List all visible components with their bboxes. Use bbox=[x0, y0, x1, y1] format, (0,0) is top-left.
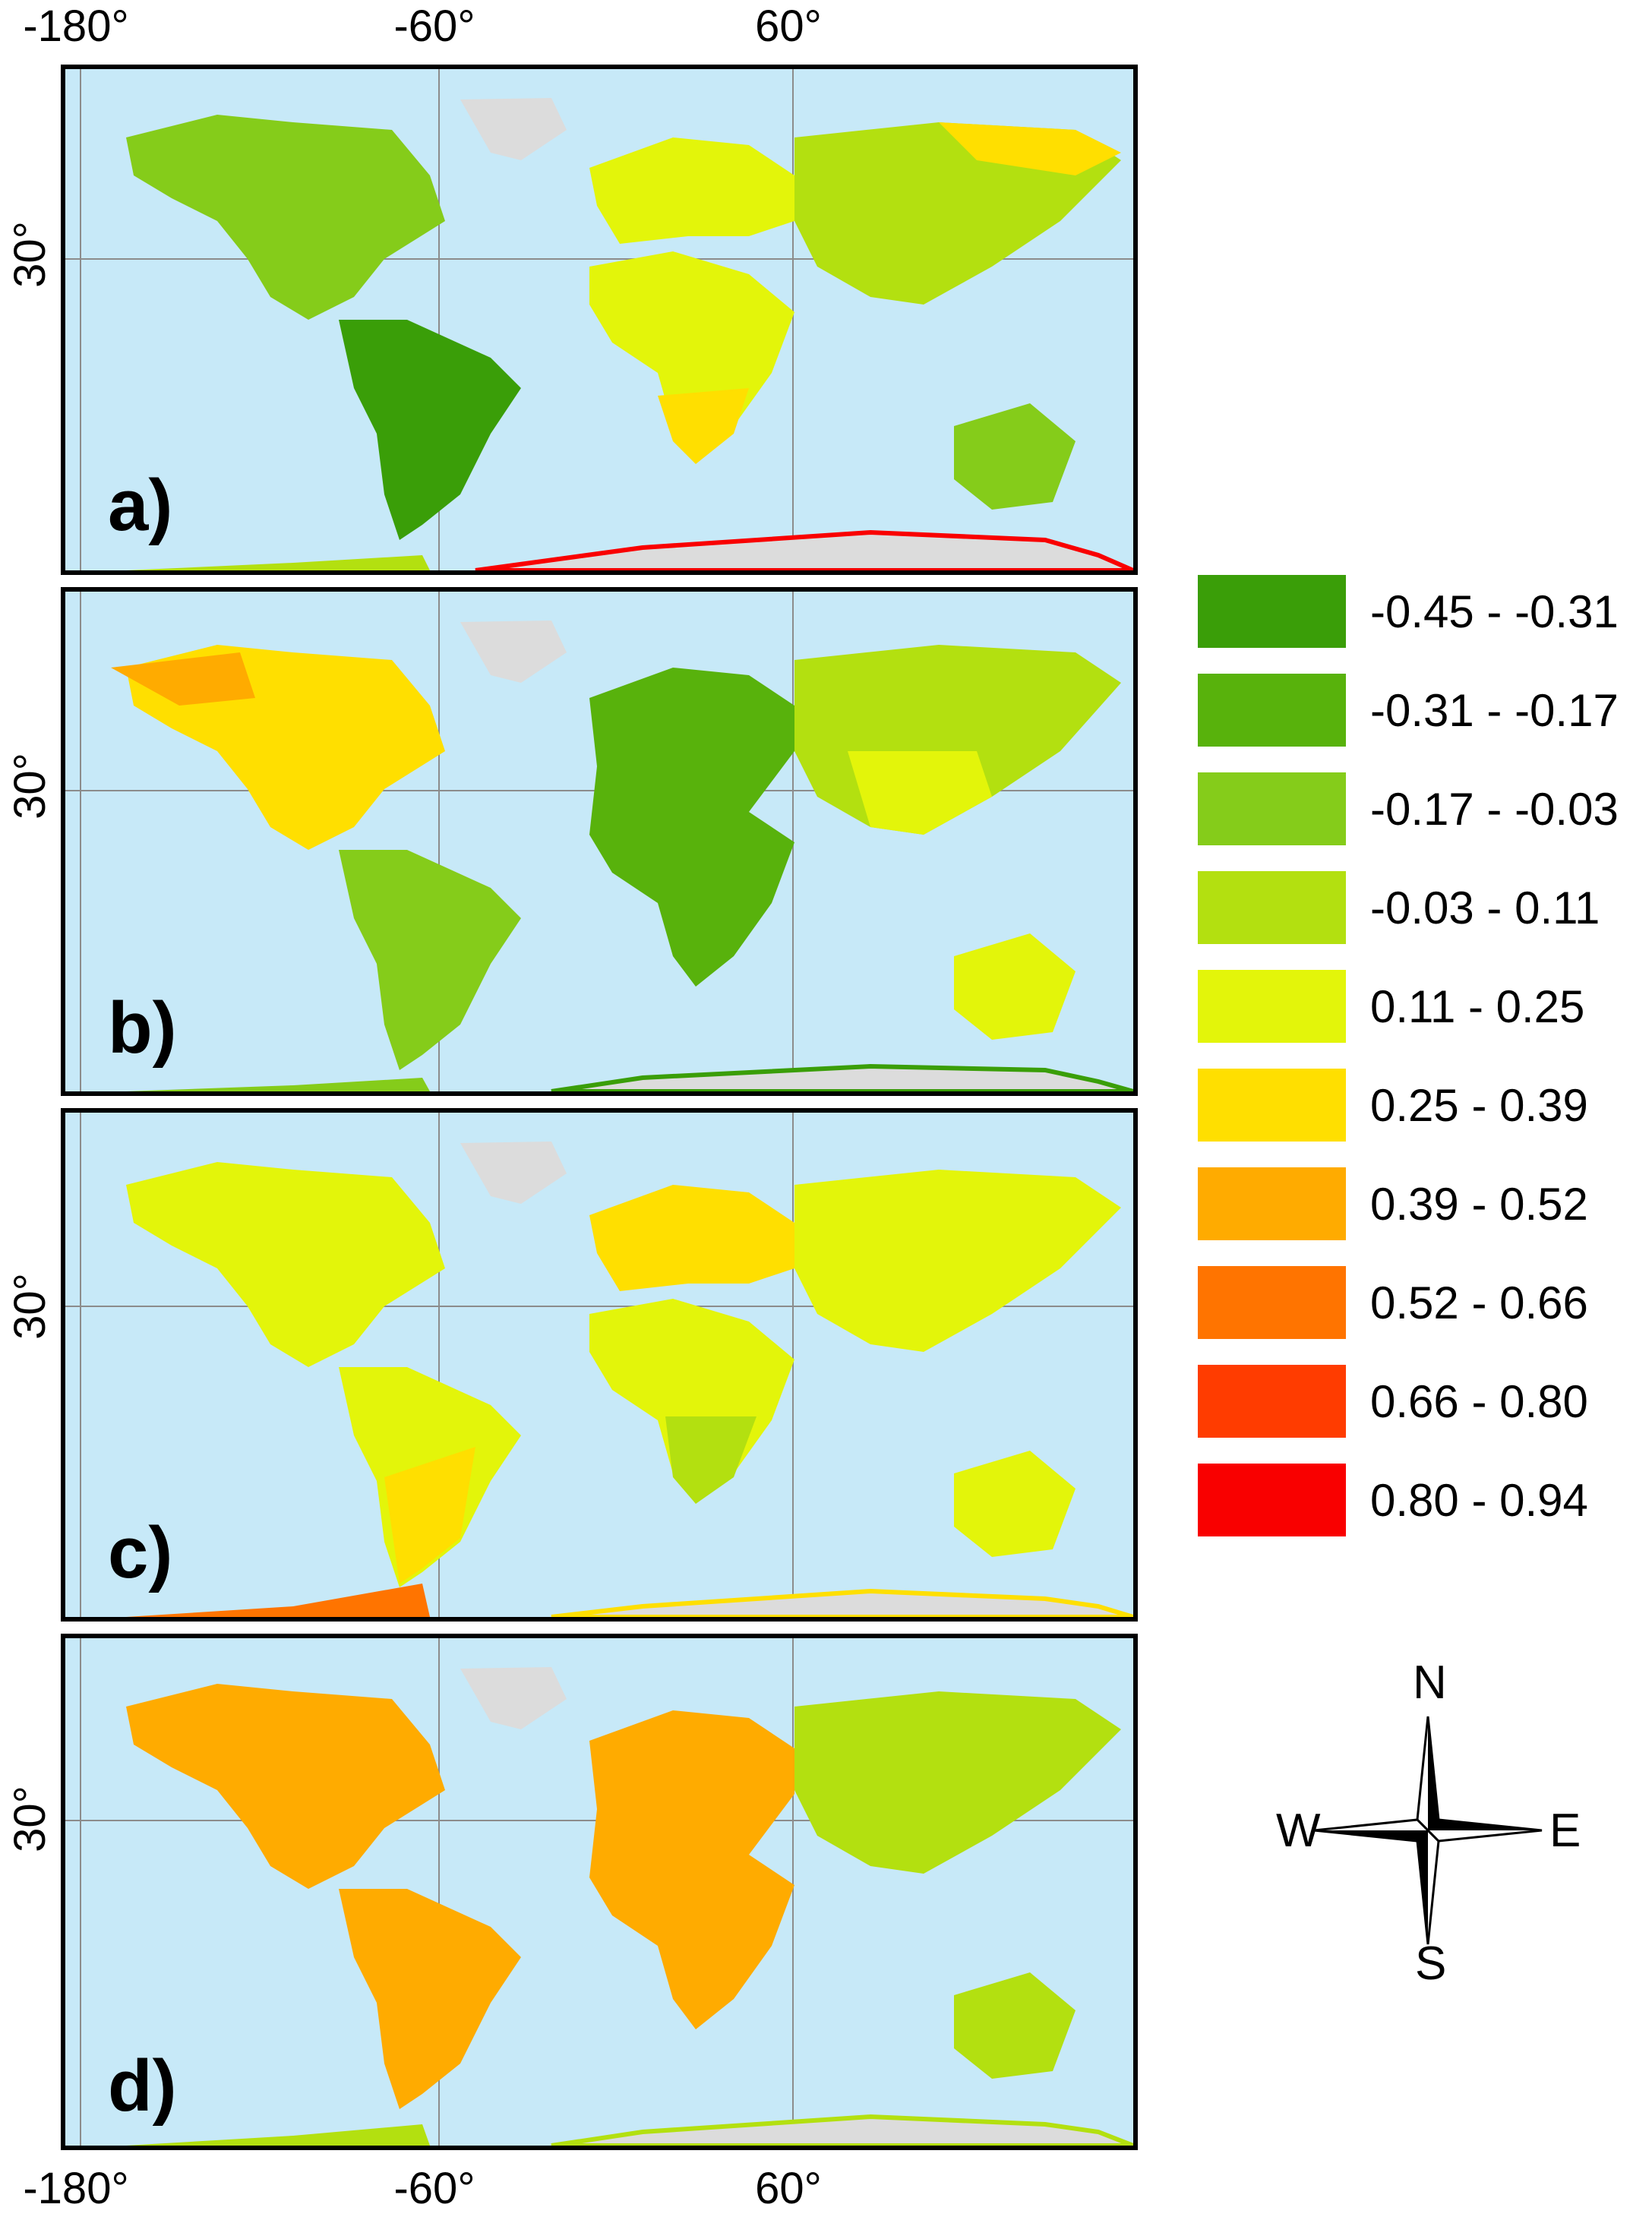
lat-tick-panel-b: 30° bbox=[5, 753, 55, 819]
legend-item: 0.25 - 0.39 bbox=[1198, 1069, 1588, 1142]
greenland bbox=[460, 621, 567, 683]
lat-tick-panel-d: 30° bbox=[5, 1786, 55, 1852]
asia bbox=[794, 1691, 1121, 1874]
north-america bbox=[126, 115, 445, 320]
lat-tick-panel-c: 30° bbox=[5, 1273, 55, 1340]
alaska bbox=[111, 652, 255, 706]
compass-w: W bbox=[1276, 1805, 1321, 1857]
map-panel-d: d) bbox=[61, 1634, 1138, 2150]
legend-swatch bbox=[1198, 1069, 1346, 1142]
map-panel-c: c) bbox=[61, 1108, 1138, 1622]
panel-label: c) bbox=[108, 1512, 173, 1593]
asia bbox=[794, 1170, 1121, 1352]
europe bbox=[589, 137, 794, 244]
legend-item: -0.17 - -0.03 bbox=[1198, 772, 1619, 845]
antarctica-peninsula bbox=[126, 555, 430, 570]
lon-tick-top-60: 60° bbox=[755, 2, 822, 51]
map-panel-a: a) bbox=[61, 65, 1138, 575]
legend-item: 0.80 - 0.94 bbox=[1198, 1464, 1588, 1536]
lon-tick-bottom-minus60: -60° bbox=[393, 2164, 475, 2213]
legend-label: -0.45 - -0.31 bbox=[1370, 586, 1619, 637]
compass-n: N bbox=[1413, 1656, 1447, 1709]
legend-item: 0.11 - 0.25 bbox=[1198, 970, 1584, 1043]
australia bbox=[954, 1972, 1076, 2079]
south-america bbox=[339, 850, 521, 1070]
legend-label: 0.39 - 0.52 bbox=[1370, 1178, 1588, 1230]
europe bbox=[589, 1185, 794, 1291]
south-america bbox=[339, 1889, 521, 2109]
australia bbox=[954, 1451, 1076, 1557]
legend-label: -0.03 - 0.11 bbox=[1370, 882, 1600, 933]
lon-tick-top-minus60: -60° bbox=[393, 2, 475, 51]
antarctica bbox=[551, 1588, 1133, 1617]
europe-africa bbox=[589, 668, 794, 987]
greenland bbox=[460, 98, 567, 160]
legend-label: 0.66 - 0.80 bbox=[1370, 1375, 1588, 1427]
legend-swatch bbox=[1198, 575, 1346, 648]
map-c-svg bbox=[65, 1113, 1133, 1617]
legend-item: 0.52 - 0.66 bbox=[1198, 1266, 1588, 1339]
australia bbox=[954, 403, 1076, 510]
southern-africa bbox=[658, 388, 749, 464]
map-panel-b: b) bbox=[61, 587, 1138, 1096]
europe-africa bbox=[589, 1710, 794, 2029]
legend-swatch bbox=[1198, 772, 1346, 845]
panel-label: a) bbox=[108, 465, 173, 546]
panel-label: d) bbox=[108, 2045, 177, 2127]
map-d-svg bbox=[65, 1638, 1133, 2146]
legend-swatch bbox=[1198, 1167, 1346, 1240]
north-arrow-compass: N S W E bbox=[1276, 1656, 1581, 1990]
legend-label: -0.31 - -0.17 bbox=[1370, 684, 1619, 736]
siberia-east bbox=[939, 122, 1121, 175]
legend-item: 0.66 - 0.80 bbox=[1198, 1365, 1588, 1438]
south-america bbox=[339, 320, 521, 540]
legend-swatch bbox=[1198, 1266, 1346, 1339]
antarctica-peninsula bbox=[126, 2124, 430, 2146]
lon-tick-bottom-minus180: -180° bbox=[23, 2164, 129, 2213]
legend-swatch bbox=[1198, 871, 1346, 944]
legend-item: 0.39 - 0.52 bbox=[1198, 1167, 1588, 1240]
legend-swatch bbox=[1198, 1365, 1346, 1438]
legend-item: -0.31 - -0.17 bbox=[1198, 674, 1619, 747]
legend-item: -0.03 - 0.11 bbox=[1198, 871, 1600, 944]
australia bbox=[954, 933, 1076, 1040]
antarctica bbox=[551, 2114, 1133, 2146]
legend-label: 0.52 - 0.66 bbox=[1370, 1277, 1588, 1328]
legend-label: 0.80 - 0.94 bbox=[1370, 1474, 1588, 1526]
antarctica bbox=[475, 529, 1133, 570]
legend-label: -0.17 - -0.03 bbox=[1370, 783, 1619, 835]
legend-label: 0.25 - 0.39 bbox=[1370, 1079, 1588, 1131]
map-b-svg bbox=[65, 592, 1133, 1091]
antarctica-peninsula bbox=[126, 1078, 430, 1091]
compass-rose-icon bbox=[1313, 1716, 1543, 1945]
legend-label: 0.11 - 0.25 bbox=[1370, 981, 1585, 1032]
map-a-svg bbox=[65, 69, 1133, 570]
antarctica bbox=[551, 1063, 1133, 1091]
compass-s: S bbox=[1415, 1937, 1447, 1990]
north-america bbox=[126, 1162, 445, 1367]
south-asia bbox=[848, 751, 992, 835]
greenland bbox=[460, 1142, 567, 1204]
greenland bbox=[460, 1667, 567, 1729]
lat-tick-panel-a: 30° bbox=[5, 221, 55, 288]
legend-swatch bbox=[1198, 1464, 1346, 1536]
southern-africa bbox=[665, 1416, 757, 1504]
north-america bbox=[126, 1684, 445, 1889]
legend-swatch bbox=[1198, 970, 1346, 1043]
legend-swatch bbox=[1198, 674, 1346, 747]
compass-e: E bbox=[1549, 1805, 1581, 1857]
lon-tick-top-minus180: -180° bbox=[23, 2, 129, 51]
lon-tick-bottom-60: 60° bbox=[755, 2164, 822, 2213]
africa bbox=[589, 1299, 794, 1504]
legend-item: -0.45 - -0.31 bbox=[1198, 575, 1619, 648]
patagonia bbox=[384, 1447, 475, 1584]
antarctica-peninsula bbox=[126, 1584, 430, 1617]
panel-label: b) bbox=[108, 987, 177, 1069]
